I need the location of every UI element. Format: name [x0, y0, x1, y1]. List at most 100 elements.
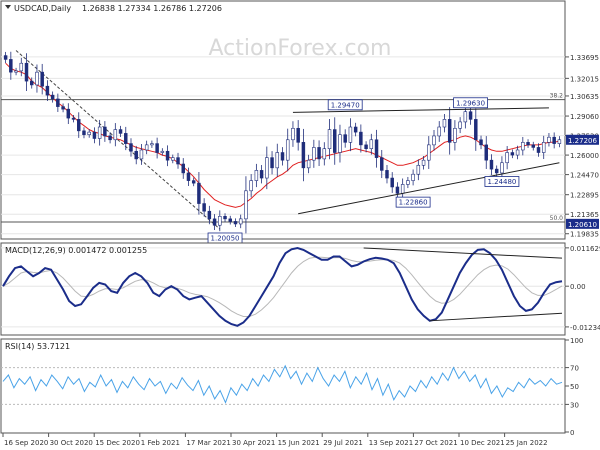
price-tick-label: 1.21365 — [570, 211, 599, 219]
candle-body — [103, 126, 107, 137]
candle-body — [369, 139, 374, 150]
candle-body — [353, 126, 358, 133]
candle-body — [61, 106, 65, 110]
price-tick-label: 1.29060 — [570, 113, 599, 121]
macd-main-line — [2, 246, 563, 327]
rsi-pane: 100 70 50 30 0 RSI(14) 53.7121 — [0, 337, 583, 437]
candle-body — [552, 136, 556, 144]
candle-body — [547, 136, 551, 143]
macd-lower-trendline — [429, 312, 563, 322]
macd-lines — [2, 246, 563, 327]
time-axis: 16 Sep 2020 30 Oct 2020 15 Dec 2020 1 Feb 2… — [2, 433, 548, 447]
candle-body — [186, 172, 191, 181]
candle-body — [432, 135, 436, 146]
candle-body — [437, 126, 441, 137]
candle-body — [395, 186, 400, 194]
time-tick-label: 16 Sep 2020 — [4, 439, 48, 447]
candle-body — [29, 80, 34, 86]
candle-body — [45, 85, 50, 96]
annotation-box — [453, 97, 488, 109]
annotation-box — [327, 99, 363, 111]
annotation-label: 1.20050 — [211, 235, 240, 243]
dashed-trendline — [15, 50, 221, 230]
ema-line — [5, 62, 560, 208]
last-price-label: 1.27206 — [568, 137, 597, 145]
time-tick-label: 25 Jan 2022 — [506, 439, 548, 447]
candle-body — [144, 144, 149, 151]
candle-body — [249, 180, 253, 192]
channel-lines — [292, 107, 560, 215]
candle-body — [515, 149, 520, 156]
candle-body — [500, 162, 504, 174]
candle-body — [14, 70, 18, 73]
rsi-axis-labels: 100 70 50 30 0 — [565, 337, 583, 437]
candle-body — [118, 129, 123, 134]
candle-body — [479, 139, 483, 146]
candle-body — [181, 163, 185, 174]
level-price-tag — [566, 218, 599, 229]
candle-body — [238, 218, 243, 225]
candle-body — [24, 62, 29, 82]
channel-lower-line — [298, 162, 560, 215]
dashed-trend-line — [15, 50, 221, 230]
time-tick-label: 10 Dec 2021 — [460, 439, 505, 447]
candle-body — [312, 147, 316, 161]
level-price-label: 1.20610 — [568, 221, 597, 229]
candle-body — [87, 131, 91, 135]
symbol-label: USDCAD,Daily — [14, 4, 71, 13]
rsi-line-path — [2, 364, 563, 404]
candle-body — [400, 184, 405, 194]
candle-body — [280, 152, 285, 161]
candle-body — [427, 144, 431, 161]
price-tags: 1.27206 1.20610 — [566, 134, 599, 229]
candle-body — [484, 144, 488, 161]
candle-body — [265, 157, 269, 179]
candle-body — [82, 130, 86, 135]
price-tick-label: 1.30635 — [570, 93, 599, 101]
candle-body — [390, 177, 394, 188]
candle-body — [494, 168, 499, 174]
rsi-pane-frame — [0, 338, 566, 434]
candle-body — [19, 62, 24, 72]
price-tick-label: 1.22895 — [570, 192, 599, 200]
candle-body — [557, 139, 562, 144]
candle-body — [359, 131, 363, 146]
candle-body — [364, 144, 368, 150]
candle-body — [176, 157, 180, 165]
candle-body — [291, 127, 295, 141]
candle-body — [212, 218, 217, 226]
candle-body — [380, 157, 384, 171]
candle-body — [343, 134, 347, 143]
candle-body — [207, 210, 212, 220]
time-tick-label: 15 Dec 2020 — [95, 439, 140, 447]
rsi-tick-label: 100 — [570, 337, 583, 345]
candle-body — [223, 216, 227, 220]
macd-tick-label: -0.012348 — [570, 324, 600, 332]
candle-body — [406, 180, 410, 185]
menu-triangle-icon[interactable] — [5, 5, 11, 9]
candle-body — [458, 121, 462, 129]
candle-body — [327, 129, 332, 150]
candle-body — [521, 142, 525, 151]
candle-body — [474, 119, 478, 141]
annotation-box — [395, 196, 431, 208]
macd-signal-line — [2, 256, 563, 317]
candle-body — [306, 159, 311, 169]
candle-body — [421, 159, 426, 166]
candle-body — [447, 119, 452, 143]
candle-body — [197, 182, 201, 204]
candle-body — [71, 117, 76, 120]
annotation-label: 1.29470 — [331, 101, 360, 109]
fib-level-label: 38.2 — [550, 93, 564, 100]
time-tick-label: 30 Apr 2021 — [232, 439, 275, 447]
time-tick-label: 17 Mar 2021 — [186, 439, 230, 447]
price-tick-label: 1.26000 — [570, 152, 599, 160]
candle-body — [442, 119, 447, 128]
macd-tick-label: 0.00 — [570, 283, 586, 291]
candle-body — [296, 127, 300, 143]
candle-body — [259, 170, 264, 179]
candle-body — [108, 135, 112, 141]
annotation-label: 1.22860 — [399, 199, 428, 207]
candle-body — [374, 139, 379, 158]
